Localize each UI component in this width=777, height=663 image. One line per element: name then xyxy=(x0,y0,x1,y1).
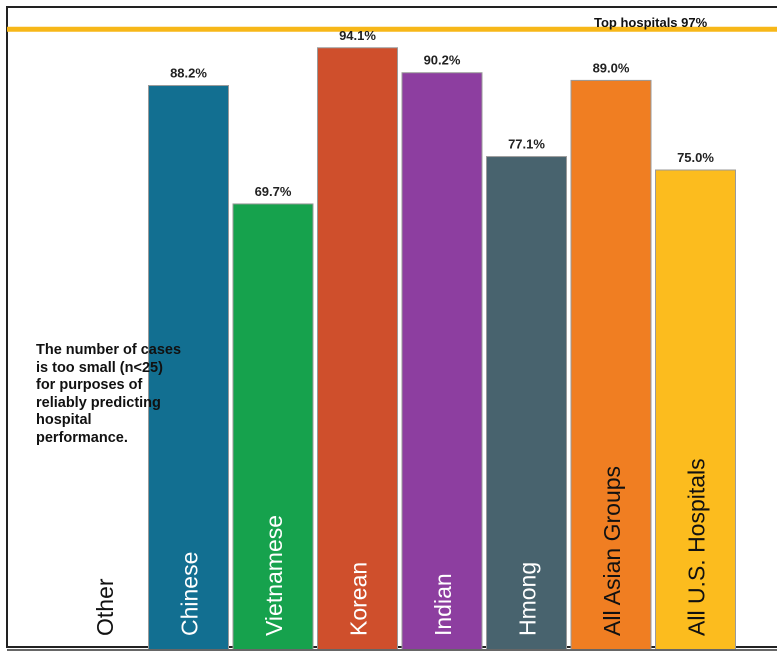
value-label-all-u-s-hospitals: 75.0% xyxy=(677,150,714,165)
bars-group: Other 88.2% Chinese 69.7% Vietnamese 94.1% Kor… xyxy=(92,28,736,651)
bar-indian xyxy=(401,72,483,651)
value-label-vietnamese: 69.7% xyxy=(255,184,292,199)
category-label-all-u-s-hospitals: All U.S. Hospitals xyxy=(684,458,710,636)
bar-vietnamese xyxy=(232,203,314,651)
category-label-other: Other xyxy=(92,578,118,636)
category-label-chinese: Chinese xyxy=(177,552,203,636)
category-label-indian: Indian xyxy=(430,573,456,636)
bar-all-u-s-hospitals xyxy=(655,169,736,651)
category-label-hmong: Hmong xyxy=(515,562,541,636)
reference-line-label: Top hospitals 97% xyxy=(594,15,708,30)
category-label-korean: Korean xyxy=(346,562,372,636)
value-label-all-asian-groups: 89.0% xyxy=(593,60,630,75)
bar-chinese xyxy=(148,85,229,651)
value-label-hmong: 77.1% xyxy=(508,137,545,152)
small-sample-note: The number of cases is too small (n<25) … xyxy=(36,342,182,446)
value-label-chinese: 88.2% xyxy=(170,66,207,81)
category-label-all-asian-groups: All Asian Groups xyxy=(599,466,625,636)
value-label-indian: 90.2% xyxy=(424,53,461,68)
bar-hmong xyxy=(486,156,567,651)
bar-all-asian-groups xyxy=(570,79,652,651)
category-label-vietnamese: Vietnamese xyxy=(261,515,287,636)
value-label-korean: 94.1% xyxy=(339,28,376,43)
bar-korean xyxy=(317,47,398,651)
